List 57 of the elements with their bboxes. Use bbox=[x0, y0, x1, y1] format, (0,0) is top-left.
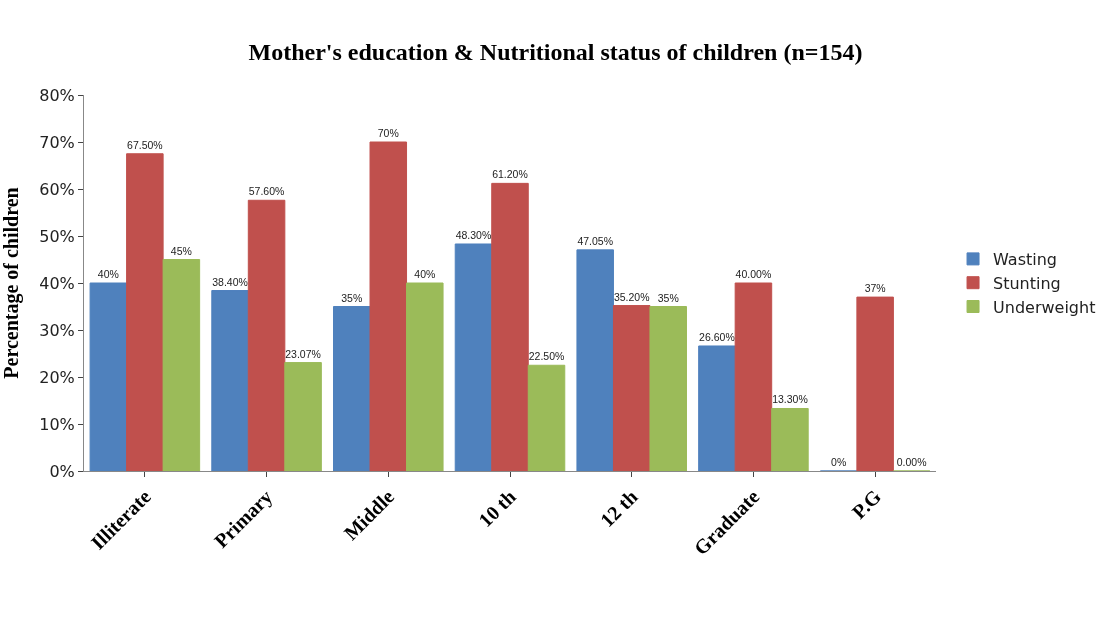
legend-label: Underweight bbox=[993, 297, 1096, 317]
bar bbox=[576, 249, 614, 471]
legend-label: Stunting bbox=[993, 273, 1061, 293]
y-axis-title: Percentage of children bbox=[0, 187, 23, 379]
bar bbox=[698, 345, 736, 471]
data-label: 40.00% bbox=[735, 268, 772, 280]
chart-title: Mother's education & Nutritional status of children (n=154) bbox=[248, 39, 863, 66]
y-tick-label: 80% bbox=[39, 85, 75, 105]
data-label: 48.30% bbox=[455, 228, 492, 241]
bar bbox=[369, 141, 408, 471]
data-label: 35% bbox=[657, 291, 679, 304]
y-tick-label: 10% bbox=[39, 414, 75, 434]
y-tick-label: 40% bbox=[39, 273, 75, 293]
bar bbox=[247, 199, 286, 471]
bar bbox=[126, 153, 164, 471]
data-label: 40% bbox=[414, 268, 436, 280]
y-tick-label: 60% bbox=[39, 179, 75, 199]
data-label: 38.40% bbox=[212, 275, 248, 288]
data-label: 35.20% bbox=[613, 290, 650, 303]
bar bbox=[454, 243, 493, 471]
data-label: 61.20% bbox=[492, 168, 528, 181]
bar bbox=[491, 182, 529, 471]
data-label: 0% bbox=[831, 456, 847, 468]
bar bbox=[162, 259, 201, 471]
data-label: 0.00% bbox=[896, 456, 927, 468]
data-label: 26.60% bbox=[699, 330, 735, 343]
data-label: 70% bbox=[377, 127, 399, 139]
y-tick-label: 30% bbox=[39, 320, 75, 340]
bar bbox=[734, 282, 773, 471]
data-label: 57.60% bbox=[248, 185, 285, 198]
data-label: 45% bbox=[170, 244, 192, 257]
bar bbox=[527, 364, 566, 471]
y-tick-label: 50% bbox=[39, 226, 75, 246]
bar bbox=[856, 296, 894, 471]
bar bbox=[771, 407, 809, 471]
data-label: 47.05% bbox=[577, 234, 614, 247]
y-tick-label: 20% bbox=[39, 367, 75, 387]
x-tick-label: P.G bbox=[847, 485, 886, 523]
y-tick-label: 0% bbox=[49, 461, 75, 481]
data-label: 13.30% bbox=[772, 393, 808, 406]
bar bbox=[649, 306, 687, 471]
data-label: 37% bbox=[864, 282, 886, 295]
bar bbox=[284, 362, 322, 471]
bar bbox=[612, 305, 651, 471]
bar bbox=[333, 306, 371, 471]
data-label: 35% bbox=[341, 291, 363, 304]
x-tick-label: 12 th bbox=[595, 485, 642, 532]
x-tick-label: 10 th bbox=[474, 485, 520, 532]
y-tick-label: 70% bbox=[39, 132, 75, 152]
bar bbox=[406, 282, 444, 471]
data-label: 40% bbox=[97, 268, 119, 280]
bar bbox=[211, 290, 249, 471]
data-label: 23.07% bbox=[285, 347, 321, 360]
bar bbox=[89, 282, 128, 471]
data-label: 22.50% bbox=[528, 350, 565, 363]
data-label: 67.50% bbox=[127, 138, 163, 151]
legend-label: Wasting bbox=[993, 250, 1057, 270]
